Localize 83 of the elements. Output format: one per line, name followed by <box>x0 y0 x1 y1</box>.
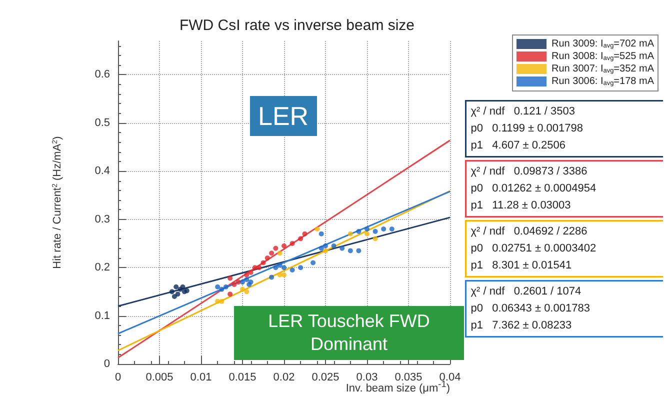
point <box>264 255 270 260</box>
point <box>331 243 336 248</box>
point <box>232 282 237 287</box>
point <box>348 231 353 236</box>
point <box>240 286 245 292</box>
point <box>364 226 370 232</box>
point <box>356 248 362 254</box>
point <box>298 265 304 270</box>
text: χ² / ndf 0.2601 / 1074 <box>470 285 582 298</box>
text: p1 7.362 ± 0.08233 <box>470 319 572 332</box>
point <box>228 276 233 281</box>
text: χ² / ndf 0.04692 / 2286 <box>470 225 588 238</box>
point <box>298 236 304 242</box>
point <box>228 292 233 297</box>
point <box>252 265 258 270</box>
point <box>273 265 278 270</box>
point <box>348 248 353 254</box>
y-tick-label: 0.6 <box>94 68 110 81</box>
text: p0 0.02751 ± 0.0003402 <box>470 242 596 254</box>
point <box>180 284 186 290</box>
x-tick-label: 0.01 <box>190 372 212 384</box>
point <box>215 284 220 290</box>
x-tick-label: 0.005 <box>146 372 174 384</box>
point <box>323 243 328 248</box>
point <box>282 243 286 248</box>
y-tick-label: 0.3 <box>94 213 110 226</box>
point <box>290 240 295 246</box>
point <box>269 274 274 280</box>
y-tick-label: 0.2 <box>94 262 110 274</box>
point <box>364 231 370 236</box>
point <box>244 272 250 278</box>
point <box>175 292 180 297</box>
point <box>340 246 345 251</box>
y-tick-label: 0.4 <box>94 165 110 178</box>
text: p0 0.01262 ± 0.0004954 <box>470 182 596 194</box>
point <box>282 272 286 278</box>
point <box>219 286 224 292</box>
x-tick-label: 0.015 <box>228 372 256 384</box>
callout-box: LER Touschek FWD Dominant <box>234 306 464 360</box>
point <box>277 250 282 256</box>
y-tick-label: 0 <box>104 358 110 370</box>
point <box>273 246 278 251</box>
point <box>372 236 378 242</box>
point <box>172 294 177 300</box>
point <box>248 270 254 275</box>
point <box>169 289 174 294</box>
point <box>282 265 286 270</box>
point <box>389 226 394 232</box>
y-tick-label: 0.1 <box>94 310 110 322</box>
callout-box: LER <box>250 96 317 136</box>
text: χ² / ndf 0.121 / 3503 <box>470 105 575 118</box>
point <box>310 260 316 266</box>
point <box>219 298 224 304</box>
point <box>244 289 250 294</box>
text: χ² / ndf 0.09873 / 3386 <box>470 165 588 178</box>
y-tick-label: 0.5 <box>94 116 110 129</box>
chart-title: FWD CsI rate vs inverse beam size <box>179 17 415 34</box>
x-tick-label: 0 <box>114 372 122 384</box>
point <box>314 226 320 232</box>
point <box>318 231 324 236</box>
text: p0 0.1199 ± 0.001798 <box>470 122 584 134</box>
point <box>323 248 328 254</box>
point <box>318 246 324 251</box>
point <box>260 260 266 266</box>
point <box>290 267 295 272</box>
text: p0 0.06343 ± 0.001783 <box>470 302 590 314</box>
point <box>302 231 308 236</box>
point <box>244 277 250 282</box>
point <box>356 228 362 234</box>
point <box>381 226 386 232</box>
point <box>215 298 220 304</box>
point <box>223 284 228 290</box>
point <box>277 262 282 268</box>
point <box>372 228 378 234</box>
x-tick-label: 0.025 <box>312 372 340 384</box>
text: p1 11.28 ± 0.03003 <box>470 199 571 212</box>
point <box>269 250 274 256</box>
point <box>184 288 190 294</box>
point <box>240 280 245 285</box>
point <box>174 284 179 290</box>
text: p1 4.607 ± 0.2506 <box>470 139 566 152</box>
text: p1 8.301 ± 0.01541 <box>470 259 572 272</box>
x-tick-label: 0.02 <box>273 372 295 384</box>
